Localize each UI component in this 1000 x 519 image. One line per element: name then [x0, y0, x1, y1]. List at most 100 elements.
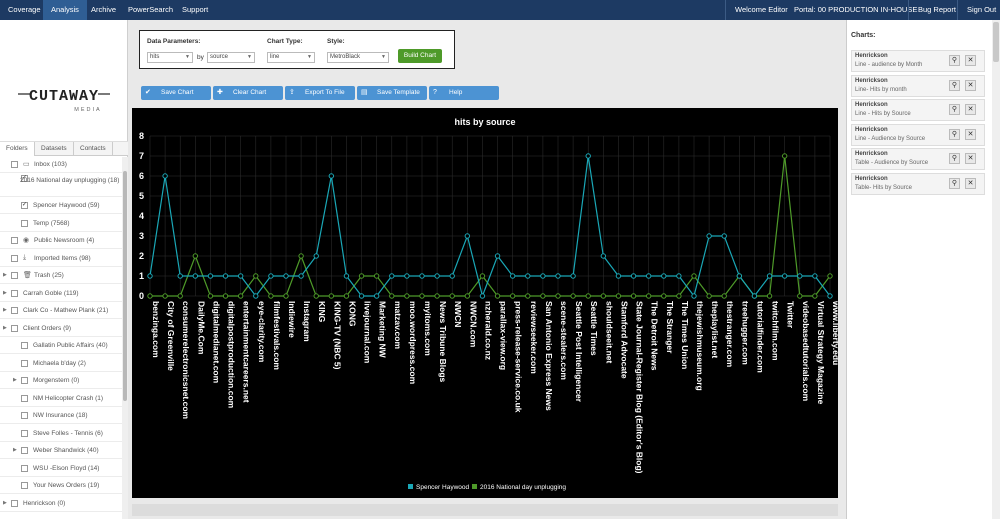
tree-checkbox[interactable] — [21, 377, 28, 384]
tree-item[interactable]: ◉ Public Newsroom (4) — [0, 233, 122, 249]
saved-chart-item[interactable]: Henrickson Table - Audience by Source ⚲ ✕ — [851, 148, 985, 170]
saved-chart-item[interactable]: Henrickson Line- Hits by month ⚲ ✕ — [851, 74, 985, 97]
tree-item[interactable]: ▶ Client Orders (9) — [0, 321, 122, 337]
tree-item[interactable]: Temp (7568) — [0, 216, 122, 232]
nav-coverage[interactable]: Coverage — [8, 5, 41, 14]
trash-icon: 🗑 — [23, 272, 32, 279]
close-icon[interactable]: ✕ — [965, 104, 976, 115]
tree-item[interactable]: ▶ Weber Shandwick (40) — [0, 443, 122, 459]
tree-checkbox[interactable] — [21, 412, 28, 419]
tree-item[interactable]: ▶ Carrah Goble (119) — [0, 286, 122, 302]
chart-type-select[interactable]: line ▼ — [267, 52, 315, 63]
tree-item[interactable]: NW Insurance (18) — [0, 408, 122, 424]
nav-welcome[interactable]: Welcome Editor — [735, 5, 788, 14]
close-icon[interactable]: ✕ — [965, 153, 976, 164]
x-tick-label: nzherald.co.nz — [483, 301, 493, 360]
tree-item[interactable]: ⤓ Imported Items (98) — [0, 251, 122, 267]
tree-checkbox[interactable] — [11, 254, 18, 262]
search-icon[interactable]: ⚲ — [949, 55, 960, 66]
tree-checkbox[interactable] — [21, 359, 28, 367]
expand-icon[interactable]: ▶ — [3, 499, 7, 506]
x-tick-label: moo.wordpress.com — [408, 301, 418, 385]
tree-item[interactable]: ✓ Spencer Haywood (59) — [0, 198, 122, 214]
close-icon[interactable]: ✕ — [965, 79, 976, 91]
tree-checkbox[interactable] — [11, 289, 18, 297]
tree-checkbox[interactable] — [21, 447, 28, 454]
expand-icon[interactable]: ▶ — [3, 272, 7, 278]
save-template-button[interactable]: ▤ Save Template — [357, 86, 427, 100]
scroll-thumb[interactable] — [123, 171, 127, 401]
tree-item-label: Steve Folles - Tennis (6) — [33, 429, 103, 437]
search-icon[interactable]: ⚲ — [949, 128, 960, 140]
tree-checkbox[interactable] — [11, 307, 18, 314]
nav-analysis[interactable]: Analysis — [43, 0, 87, 20]
tree-item[interactable]: Your News Orders (19) — [0, 478, 122, 494]
chart-scrollbar[interactable] — [132, 504, 838, 516]
data-point — [389, 273, 395, 279]
tree-item[interactable]: WSU -Elson Floyd (14) — [0, 461, 122, 477]
tree-item[interactable]: NM Helicopter Crash (1) — [0, 391, 122, 407]
tree-item[interactable]: Michaela b'day (2) — [0, 356, 122, 372]
tree-checkbox[interactable] — [11, 237, 18, 244]
tree-item[interactable]: Gallatin Public Affairs (40) — [0, 338, 122, 354]
tree-checkbox[interactable] — [11, 161, 18, 168]
tree-item[interactable]: ▶ 🗑 Trash (25) — [0, 268, 122, 284]
export-to-file-button[interactable]: ⇪ Export To File — [285, 86, 355, 100]
expand-icon[interactable]: ▶ — [3, 307, 7, 313]
expand-icon[interactable]: ▶ — [13, 447, 17, 453]
nav-archive[interactable]: Archive — [91, 5, 117, 14]
tree-checkbox[interactable] — [21, 394, 28, 402]
tree-checkbox[interactable]: ✓ — [21, 202, 28, 209]
close-icon[interactable]: ✕ — [965, 177, 976, 189]
tree-checkbox[interactable] — [21, 464, 28, 472]
tab-datasets[interactable]: Datasets — [35, 142, 74, 156]
tree-checkbox[interactable]: ✓ — [21, 174, 28, 182]
clear-chart-button[interactable]: ✚ Clear Chart — [213, 86, 283, 100]
folder-scrollbar[interactable] — [122, 157, 128, 519]
scroll-thumb[interactable] — [993, 22, 999, 62]
nav-support[interactable]: Support — [182, 5, 209, 14]
saved-chart-item[interactable]: Henrickson Line - Hits by Source ⚲ ✕ — [851, 99, 985, 121]
data-point — [525, 293, 531, 299]
nav-portal[interactable]: Portal: 00 PRODUCTION IN-HOUSE — [794, 5, 918, 14]
search-icon[interactable]: ⚲ — [949, 177, 960, 189]
close-icon[interactable]: ✕ — [965, 128, 976, 140]
saved-chart-item[interactable]: Henrickson Line - Audience by Source ⚲ ✕ — [851, 123, 985, 146]
help-button[interactable]: ? Help — [429, 86, 499, 100]
nav-sign-out[interactable]: Sign Out — [967, 5, 997, 14]
tree-checkbox[interactable] — [21, 219, 28, 227]
style-select[interactable]: MetroBlack ▼ — [327, 52, 389, 63]
tab-contacts[interactable]: Contacts — [74, 142, 113, 156]
tree-item[interactable]: Steve Folles - Tennis (6) — [0, 426, 122, 442]
expand-icon[interactable]: ▶ — [3, 324, 7, 331]
expand-icon[interactable]: ▶ — [13, 377, 17, 383]
tree-checkbox[interactable] — [21, 429, 28, 437]
tab-folders[interactable]: Folders — [0, 142, 35, 156]
expand-icon[interactable]: ▶ — [3, 289, 7, 296]
source-select[interactable]: source ▼ — [207, 52, 255, 63]
search-icon[interactable]: ⚲ — [949, 153, 960, 164]
tree-checkbox[interactable] — [11, 324, 18, 332]
search-icon[interactable]: ⚲ — [949, 79, 960, 91]
close-icon[interactable]: ✕ — [965, 55, 976, 66]
field-select[interactable]: hits ▼ — [147, 52, 193, 63]
nav-bug-report[interactable]: Bug Report — [918, 5, 956, 14]
nav-powersearch[interactable]: PowerSearch — [128, 5, 174, 14]
page-scrollbar[interactable] — [992, 20, 1000, 519]
x-tick-label: eye-clarity.com — [257, 301, 267, 363]
saved-chart-item[interactable]: Henrickson Table- Hits by Source ⚲ ✕ — [851, 172, 985, 195]
saved-chart-item[interactable]: Henrickson Line - audience by Month ⚲ ✕ — [851, 50, 985, 72]
chart-parameters: Data Parameters: hits ▼ by source ▼ Chart … — [139, 30, 455, 69]
tree-item[interactable]: ✓ 2016 National day unplugging (18) — [0, 174, 122, 197]
build-chart-button[interactable]: Build Chart — [398, 49, 442, 63]
tree-item[interactable]: ▶ Clark Co - Mathew Plank (21) — [0, 303, 122, 319]
tree-checkbox[interactable] — [21, 482, 28, 489]
tree-item[interactable]: ▶ Henrickson (0) — [0, 496, 122, 512]
tree-checkbox[interactable] — [11, 499, 18, 507]
search-icon[interactable]: ⚲ — [949, 104, 960, 115]
tree-item[interactable]: ▭ Inbox (103) — [0, 157, 122, 173]
tree-checkbox[interactable] — [21, 342, 28, 349]
save-chart-button[interactable]: ✔ Save Chart — [141, 86, 211, 100]
tree-item[interactable]: ▶ Morgenstern (0) — [0, 373, 122, 389]
tree-checkbox[interactable] — [11, 272, 18, 279]
